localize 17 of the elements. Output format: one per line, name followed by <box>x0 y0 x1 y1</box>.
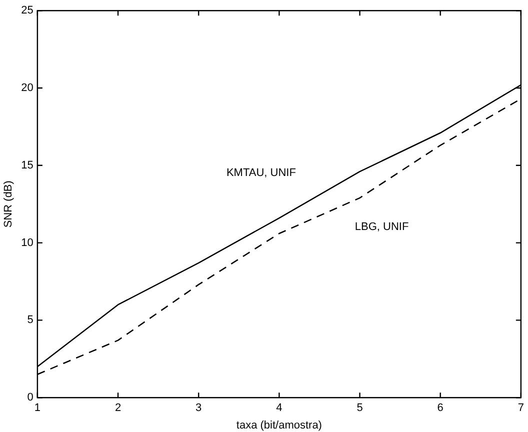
y-tick-label: 0 <box>27 392 34 404</box>
y-tick-label: 10 <box>21 236 34 249</box>
x-tick-label: 3 <box>196 402 202 414</box>
y-tick-label: 15 <box>21 159 34 172</box>
text: KMTAU, UNIF <box>226 167 296 180</box>
x-tick-label: 1 <box>34 402 40 414</box>
x-axis-title: taxa (bit/amostra) <box>236 419 322 432</box>
x-tick-label: 6 <box>437 402 444 414</box>
series-label: LBG, UNIF <box>354 220 409 233</box>
y-tick-label: 20 <box>21 82 34 94</box>
x-tick-label: 5 <box>356 402 363 414</box>
x-tick-label: 4 <box>276 402 282 414</box>
x-tick-label: 2 <box>114 402 122 414</box>
x-tick-label: 7 <box>518 402 524 414</box>
y-tick-label: 5 <box>27 314 34 326</box>
y-axis-title: SNR (dB) <box>2 180 15 228</box>
y-tick-label: 25 <box>21 4 34 17</box>
